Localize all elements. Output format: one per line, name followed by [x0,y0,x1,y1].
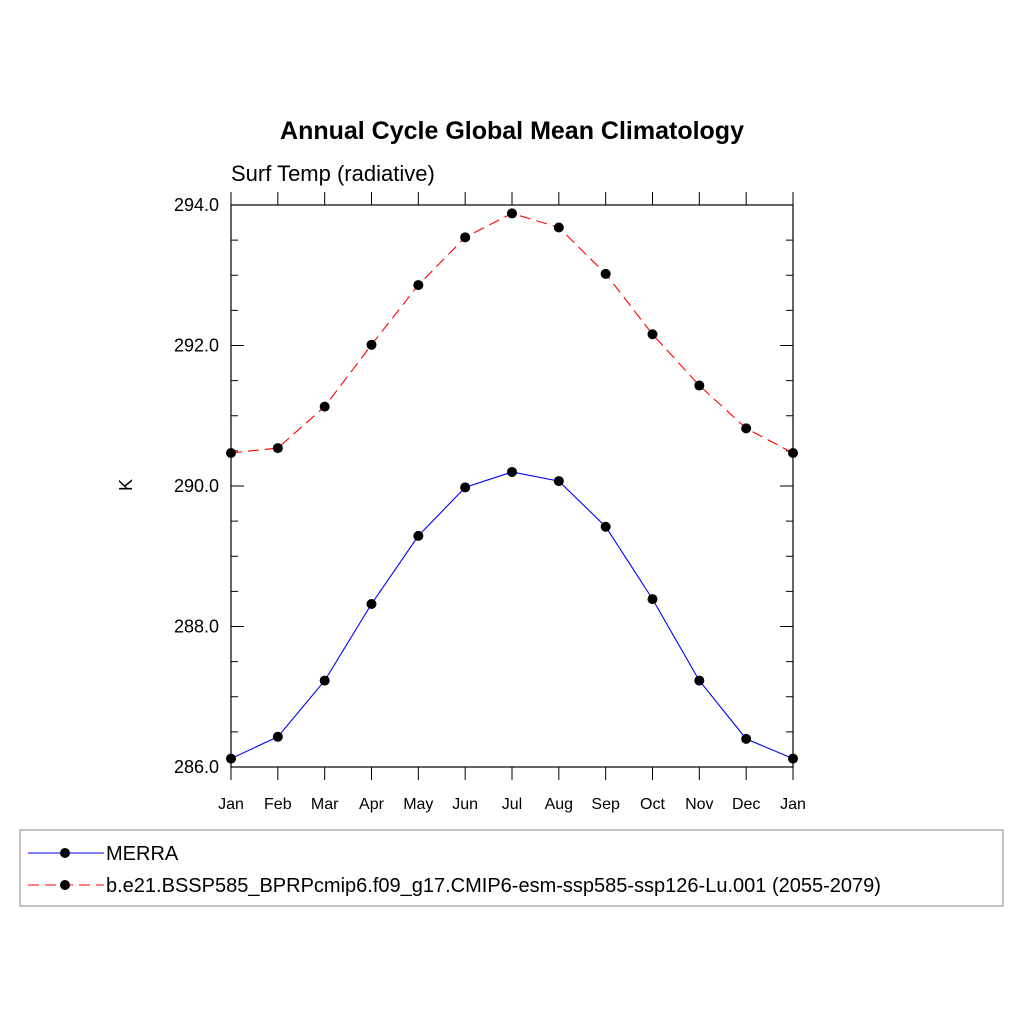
chart-title: Annual Cycle Global Mean Climatology [280,117,744,145]
data-point [413,280,424,291]
x-tick-label: Oct [640,796,665,813]
data-point [553,476,564,487]
x-tick-label: Jul [502,796,522,813]
y-tick-label: 288.0 [174,617,219,637]
legend-label: b.e21.BSSP585_BPRPcmip6.f09_g17.CMIP6-es… [106,875,881,897]
data-point [366,339,377,350]
data-point [319,401,330,412]
x-tick-label: May [403,796,433,813]
series-line [230,471,794,760]
data-point [319,675,330,686]
data-point [272,443,283,454]
data-point [226,447,236,458]
x-tick-label: Nov [685,796,713,813]
data-point [647,594,658,605]
x-tick-label: Aug [545,796,573,813]
x-tick-label: Dec [732,796,760,813]
legend-label: MERRA [106,843,179,865]
data-point [741,733,752,744]
y-axis-label: K [116,479,136,491]
legend: MERRA b.e21.BSSP585_BPRPcmip6.f09_g17.CMI… [19,829,1004,907]
plot-area: 286.0 288.0 290.0 292.0 294.0 Jan Feb Mar Apr May… [174,192,806,813]
legend-swatch-marker [60,848,70,858]
data-point [366,599,377,610]
x-tick-label: Sep [591,796,620,813]
plot-frame [230,204,794,768]
x-tick-label: Apr [359,796,385,813]
x-tick-label: Mar [311,796,339,813]
data-point [507,208,517,219]
x-tick-label: Jun [452,796,478,813]
y-tick-label: 294.0 [174,195,219,215]
chart-subtitle: Surf Temp (radiative) [231,161,435,186]
data-point [226,753,236,764]
legend-box [19,829,1004,907]
data-point [272,731,283,742]
x-tick-label: Jan [780,796,806,813]
data-point [788,447,798,458]
data-point [788,753,798,764]
data-point [553,222,564,233]
data-point [647,329,658,340]
data-point [694,675,705,686]
data-point [413,530,424,541]
x-tick-label: Feb [264,796,292,813]
data-point [741,423,752,434]
data-point [507,466,517,477]
y-tick-label: 290.0 [174,476,219,496]
legend-swatch-marker [60,880,70,890]
data-point [694,380,705,391]
data-point [600,268,611,279]
x-tick-label: Jan [218,796,244,813]
series-line [230,212,794,454]
y-tick-label: 292.0 [174,336,219,356]
y-tick-label: 286.0 [174,757,219,777]
data-point [460,482,471,493]
data-point [600,521,611,532]
data-point [460,232,471,243]
